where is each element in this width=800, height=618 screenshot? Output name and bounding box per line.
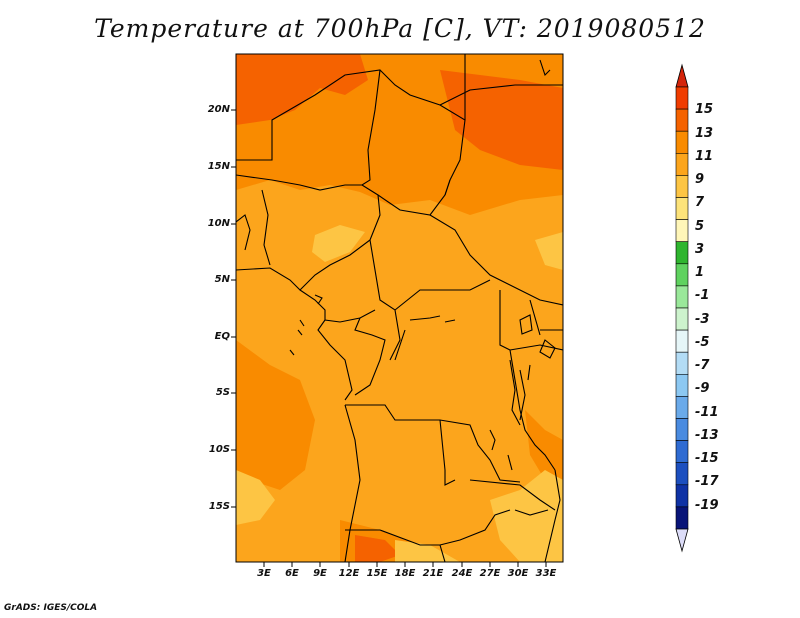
colorbar-swatch bbox=[675, 418, 689, 441]
colorbar-swatch bbox=[675, 396, 689, 419]
colorbar-swatch bbox=[675, 86, 689, 110]
colorbar-swatch bbox=[675, 329, 689, 353]
lon-label-27e: 27E bbox=[479, 568, 501, 579]
colorbar-swatch bbox=[675, 484, 689, 508]
field-hot-south bbox=[355, 535, 400, 562]
field-cool-center bbox=[312, 225, 365, 262]
colorbar-bottom-arrow bbox=[675, 528, 689, 553]
field-hot-northeast bbox=[440, 70, 563, 170]
lat-label-eq: EQ bbox=[214, 331, 230, 342]
colorbar-label: 7 bbox=[695, 195, 705, 211]
temperature-field bbox=[236, 54, 563, 562]
colorbar-label: -13 bbox=[695, 427, 719, 443]
colorbar-swatch bbox=[675, 351, 689, 375]
colorbar-label: 13 bbox=[695, 125, 714, 141]
colorbar-label: -17 bbox=[695, 474, 719, 490]
colorbar-swatch bbox=[675, 263, 689, 287]
map-frame bbox=[235, 53, 564, 563]
colorbar-swatch bbox=[675, 307, 689, 331]
colorbar-swatch bbox=[675, 462, 689, 486]
colorbar-swatch bbox=[675, 197, 689, 220]
lon-label-24e: 24E bbox=[451, 568, 473, 579]
colorbar-label: -7 bbox=[695, 358, 710, 374]
lon-ticks bbox=[263, 562, 547, 567]
lat-label-15n: 15N bbox=[207, 161, 230, 172]
field-cool-east bbox=[535, 232, 563, 270]
lat-label-15s: 15S bbox=[208, 501, 230, 512]
colorbar-label: -15 bbox=[695, 451, 719, 467]
lat-label-20n: 20N bbox=[207, 104, 230, 115]
colorbar-swatch bbox=[675, 108, 689, 132]
colorbar-swatch bbox=[675, 130, 689, 154]
lon-label-30e: 30E bbox=[507, 568, 529, 579]
colorbar-label: -9 bbox=[695, 381, 710, 397]
colorbar-label: 1 bbox=[695, 265, 705, 281]
lat-label-5s: 5S bbox=[215, 387, 230, 398]
colorbar-label: -1 bbox=[695, 288, 710, 304]
lat-label-10s: 10S bbox=[208, 444, 230, 455]
colorbar-swatch bbox=[675, 175, 689, 198]
lon-label-9e: 9E bbox=[313, 568, 327, 579]
colorbar-label: 15 bbox=[695, 102, 714, 118]
grads-credit: GrADS: IGES/COLA bbox=[4, 603, 98, 613]
colorbar-label: 3 bbox=[695, 241, 705, 257]
colorbar-label: -3 bbox=[695, 311, 710, 327]
field-cool-southwest bbox=[236, 470, 275, 525]
country-borders bbox=[236, 54, 563, 562]
colorbar-swatch bbox=[675, 440, 689, 464]
colorbar-swatch bbox=[675, 506, 689, 530]
colorbar bbox=[675, 63, 689, 553]
map-title: Temperature at 700hPa [C], VT: 201908051… bbox=[94, 14, 706, 43]
lon-label-3e: 3E bbox=[257, 568, 271, 579]
colorbar-swatch bbox=[675, 153, 689, 176]
colorbar-top-arrow bbox=[675, 63, 689, 88]
colorbar-label: -5 bbox=[695, 334, 710, 350]
colorbar-swatch bbox=[675, 285, 689, 309]
colorbar-label: -11 bbox=[695, 404, 719, 420]
lon-label-15e: 15E bbox=[366, 568, 388, 579]
colorbar-label: 11 bbox=[695, 148, 714, 164]
colorbar-label: 5 bbox=[695, 218, 705, 234]
lat-label-5n: 5N bbox=[214, 274, 230, 285]
field-warm-west bbox=[236, 340, 315, 490]
colorbar-swatch bbox=[675, 373, 689, 397]
field-hot-northwest bbox=[236, 54, 368, 125]
colorbar-swatch bbox=[675, 219, 689, 243]
lat-ticks bbox=[231, 109, 236, 508]
lon-label-6e: 6E bbox=[285, 568, 299, 579]
field-cool-southeast bbox=[490, 470, 563, 562]
lon-label-21e: 21E bbox=[422, 568, 444, 579]
lon-label-33e: 33E bbox=[535, 568, 557, 579]
colorbar-label: 9 bbox=[695, 172, 705, 188]
lat-label-10n: 10N bbox=[207, 218, 230, 229]
lon-label-12e: 12E bbox=[338, 568, 360, 579]
lon-label-18e: 18E bbox=[394, 568, 416, 579]
colorbar-swatch bbox=[675, 241, 689, 265]
colorbar-label: -19 bbox=[695, 497, 719, 513]
